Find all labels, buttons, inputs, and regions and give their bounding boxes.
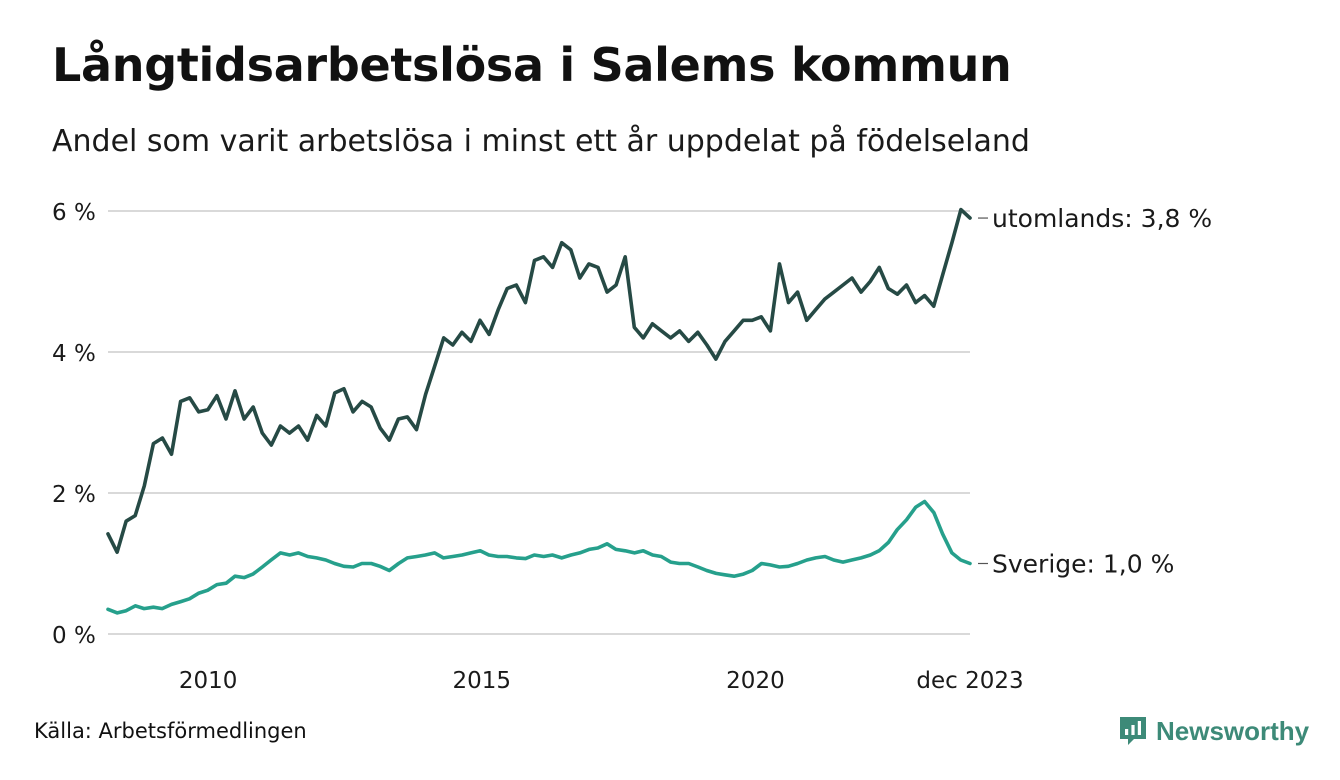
x-tick-label: 2010 <box>179 668 238 694</box>
x-tick-label: 2020 <box>726 668 785 694</box>
source-note: Källa: Arbetsförmedlingen <box>34 719 307 743</box>
newsworthy-logo-icon <box>1120 717 1146 745</box>
end-label-sverige: Sverige: 1,0 % <box>992 550 1174 579</box>
x-tick-label: 2015 <box>453 668 512 694</box>
end-label-utomlands: utomlands: 3,8 % <box>992 204 1212 233</box>
brand-name: Newsworthy <box>1156 715 1310 746</box>
y-tick-label: 6 % <box>52 200 96 226</box>
chart-title: Långtidsarbetslösa i Salems kommun <box>52 38 1012 92</box>
chart-subtitle: Andel som varit arbetslösa i minst ett å… <box>52 124 1030 159</box>
y-tick-label: 0 % <box>52 623 96 649</box>
x-tick-label: dec 2023 <box>916 668 1023 694</box>
y-tick-label: 4 % <box>52 341 96 367</box>
brand-logo[interactable]: Newsworthy <box>1118 713 1309 749</box>
series-line-utomlands[interactable] <box>106 207 972 554</box>
series-line-sverige[interactable] <box>106 499 972 615</box>
y-tick-label: 2 % <box>52 482 96 508</box>
